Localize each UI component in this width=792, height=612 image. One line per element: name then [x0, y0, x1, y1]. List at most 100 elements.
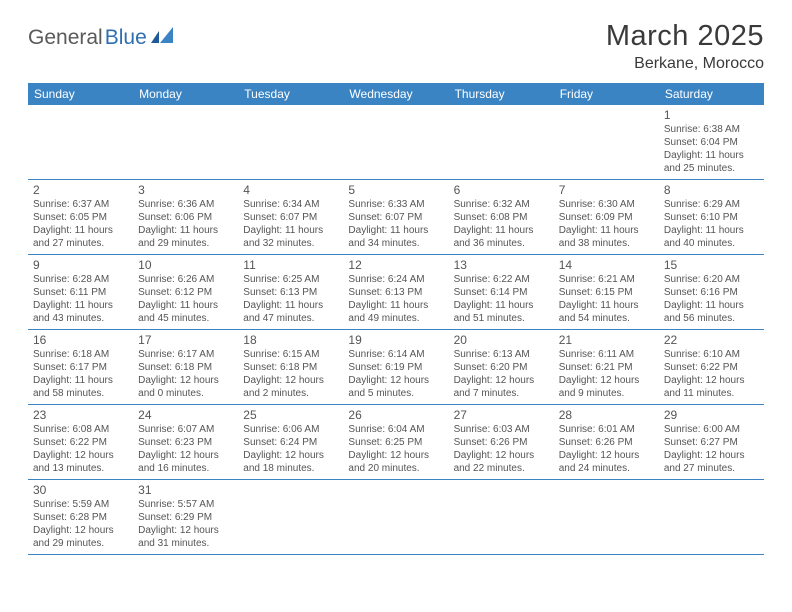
calendar-table: SundayMondayTuesdayWednesdayThursdayFrid…	[28, 83, 764, 555]
day-info-line: Sunset: 6:25 PM	[348, 436, 443, 449]
calendar-week: 16Sunrise: 6:18 AMSunset: 6:17 PMDayligh…	[28, 330, 764, 405]
day-info-line: Daylight: 12 hours	[348, 449, 443, 462]
day-info-line: Daylight: 11 hours	[454, 299, 549, 312]
day-info-line: Sunset: 6:27 PM	[664, 436, 759, 449]
calendar-cell: 23Sunrise: 6:08 AMSunset: 6:22 PMDayligh…	[28, 405, 133, 480]
day-info-line: Sunset: 6:12 PM	[138, 286, 233, 299]
day-info-line: Sunrise: 6:13 AM	[454, 348, 549, 361]
day-info-line: Sunset: 6:18 PM	[138, 361, 233, 374]
day-info-line: and 29 minutes.	[138, 237, 233, 250]
calendar-cell	[133, 105, 238, 180]
day-info-line: Sunrise: 6:18 AM	[33, 348, 128, 361]
flag-icon	[151, 27, 175, 45]
day-info-line: and 54 minutes.	[559, 312, 654, 325]
day-number: 20	[454, 333, 549, 347]
calendar-cell	[343, 105, 448, 180]
day-info-line: Sunrise: 6:30 AM	[559, 198, 654, 211]
day-info-line: and 45 minutes.	[138, 312, 233, 325]
title-block: March 2025 Berkane, Morocco	[606, 20, 764, 73]
day-info-line: Sunrise: 6:38 AM	[664, 123, 759, 136]
day-info-line: Sunrise: 6:17 AM	[138, 348, 233, 361]
calendar-week: 23Sunrise: 6:08 AMSunset: 6:22 PMDayligh…	[28, 405, 764, 480]
day-number: 17	[138, 333, 233, 347]
day-info-line: Daylight: 11 hours	[33, 374, 128, 387]
day-info-line: Sunset: 6:05 PM	[33, 211, 128, 224]
day-info-line: Daylight: 11 hours	[664, 224, 759, 237]
month-title: March 2025	[606, 20, 764, 53]
day-info-line: Daylight: 12 hours	[454, 374, 549, 387]
calendar-cell: 11Sunrise: 6:25 AMSunset: 6:13 PMDayligh…	[238, 255, 343, 330]
day-info-line: and 51 minutes.	[454, 312, 549, 325]
day-info-line: Sunrise: 6:06 AM	[243, 423, 338, 436]
day-info-line: and 18 minutes.	[243, 462, 338, 475]
day-info-line: and 40 minutes.	[664, 237, 759, 250]
day-info-line: Sunrise: 6:10 AM	[664, 348, 759, 361]
day-info-line: Sunset: 6:11 PM	[33, 286, 128, 299]
day-info-line: Sunset: 6:08 PM	[454, 211, 549, 224]
day-info-line: Daylight: 11 hours	[243, 224, 338, 237]
calendar-cell: 6Sunrise: 6:32 AMSunset: 6:08 PMDaylight…	[449, 180, 554, 255]
logo: GeneralBlue	[28, 26, 175, 50]
day-info-line: and 24 minutes.	[559, 462, 654, 475]
calendar-cell	[343, 480, 448, 555]
day-info-line: Sunset: 6:16 PM	[664, 286, 759, 299]
day-info-line: Sunset: 6:04 PM	[664, 136, 759, 149]
calendar-cell: 7Sunrise: 6:30 AMSunset: 6:09 PMDaylight…	[554, 180, 659, 255]
calendar-cell: 18Sunrise: 6:15 AMSunset: 6:18 PMDayligh…	[238, 330, 343, 405]
logo-text-general: General	[28, 26, 103, 50]
day-info-line: and 36 minutes.	[454, 237, 549, 250]
weekday-header: Tuesday	[238, 83, 343, 105]
calendar-cell: 12Sunrise: 6:24 AMSunset: 6:13 PMDayligh…	[343, 255, 448, 330]
day-info-line: and 29 minutes.	[33, 537, 128, 550]
calendar-cell: 14Sunrise: 6:21 AMSunset: 6:15 PMDayligh…	[554, 255, 659, 330]
day-info-line: Sunrise: 6:20 AM	[664, 273, 759, 286]
day-info-line: Sunset: 6:22 PM	[33, 436, 128, 449]
calendar-cell: 31Sunrise: 5:57 AMSunset: 6:29 PMDayligh…	[133, 480, 238, 555]
day-number: 2	[33, 183, 128, 197]
calendar-cell: 20Sunrise: 6:13 AMSunset: 6:20 PMDayligh…	[449, 330, 554, 405]
day-info-line: Sunrise: 6:28 AM	[33, 273, 128, 286]
day-number: 4	[243, 183, 338, 197]
day-info-line: Sunset: 6:15 PM	[559, 286, 654, 299]
day-info-line: Sunset: 6:17 PM	[33, 361, 128, 374]
day-info-line: Sunrise: 6:22 AM	[454, 273, 549, 286]
day-info-line: Sunrise: 6:25 AM	[243, 273, 338, 286]
calendar-cell: 21Sunrise: 6:11 AMSunset: 6:21 PMDayligh…	[554, 330, 659, 405]
day-number: 3	[138, 183, 233, 197]
day-info-line: Sunrise: 6:33 AM	[348, 198, 443, 211]
day-info-line: Sunset: 6:26 PM	[559, 436, 654, 449]
day-info-line: Daylight: 12 hours	[138, 449, 233, 462]
day-info-line: and 31 minutes.	[138, 537, 233, 550]
day-info-line: Daylight: 11 hours	[559, 224, 654, 237]
day-info-line: and 32 minutes.	[243, 237, 338, 250]
day-info-line: and 22 minutes.	[454, 462, 549, 475]
weekday-header: Saturday	[659, 83, 764, 105]
day-info-line: Sunset: 6:18 PM	[243, 361, 338, 374]
day-info-line: Sunrise: 6:04 AM	[348, 423, 443, 436]
day-number: 5	[348, 183, 443, 197]
day-info-line: Daylight: 11 hours	[348, 299, 443, 312]
day-info-line: Daylight: 12 hours	[33, 449, 128, 462]
day-number: 23	[33, 408, 128, 422]
calendar-cell: 19Sunrise: 6:14 AMSunset: 6:19 PMDayligh…	[343, 330, 448, 405]
day-info-line: Daylight: 11 hours	[243, 299, 338, 312]
calendar-cell: 27Sunrise: 6:03 AMSunset: 6:26 PMDayligh…	[449, 405, 554, 480]
calendar-cell	[449, 480, 554, 555]
day-info-line: Daylight: 11 hours	[348, 224, 443, 237]
calendar-cell: 10Sunrise: 6:26 AMSunset: 6:12 PMDayligh…	[133, 255, 238, 330]
day-info-line: Sunset: 6:28 PM	[33, 511, 128, 524]
calendar-cell: 3Sunrise: 6:36 AMSunset: 6:06 PMDaylight…	[133, 180, 238, 255]
day-info-line: Sunset: 6:23 PM	[138, 436, 233, 449]
day-info-line: Daylight: 11 hours	[664, 149, 759, 162]
calendar-cell: 22Sunrise: 6:10 AMSunset: 6:22 PMDayligh…	[659, 330, 764, 405]
day-info-line: and 9 minutes.	[559, 387, 654, 400]
day-number: 28	[559, 408, 654, 422]
calendar-cell: 4Sunrise: 6:34 AMSunset: 6:07 PMDaylight…	[238, 180, 343, 255]
day-info-line: Sunset: 6:22 PM	[664, 361, 759, 374]
day-number: 24	[138, 408, 233, 422]
calendar-week: 30Sunrise: 5:59 AMSunset: 6:28 PMDayligh…	[28, 480, 764, 555]
day-info-line: and 47 minutes.	[243, 312, 338, 325]
weekday-header: Wednesday	[343, 83, 448, 105]
day-info-line: Daylight: 12 hours	[243, 449, 338, 462]
day-info-line: Sunset: 6:10 PM	[664, 211, 759, 224]
